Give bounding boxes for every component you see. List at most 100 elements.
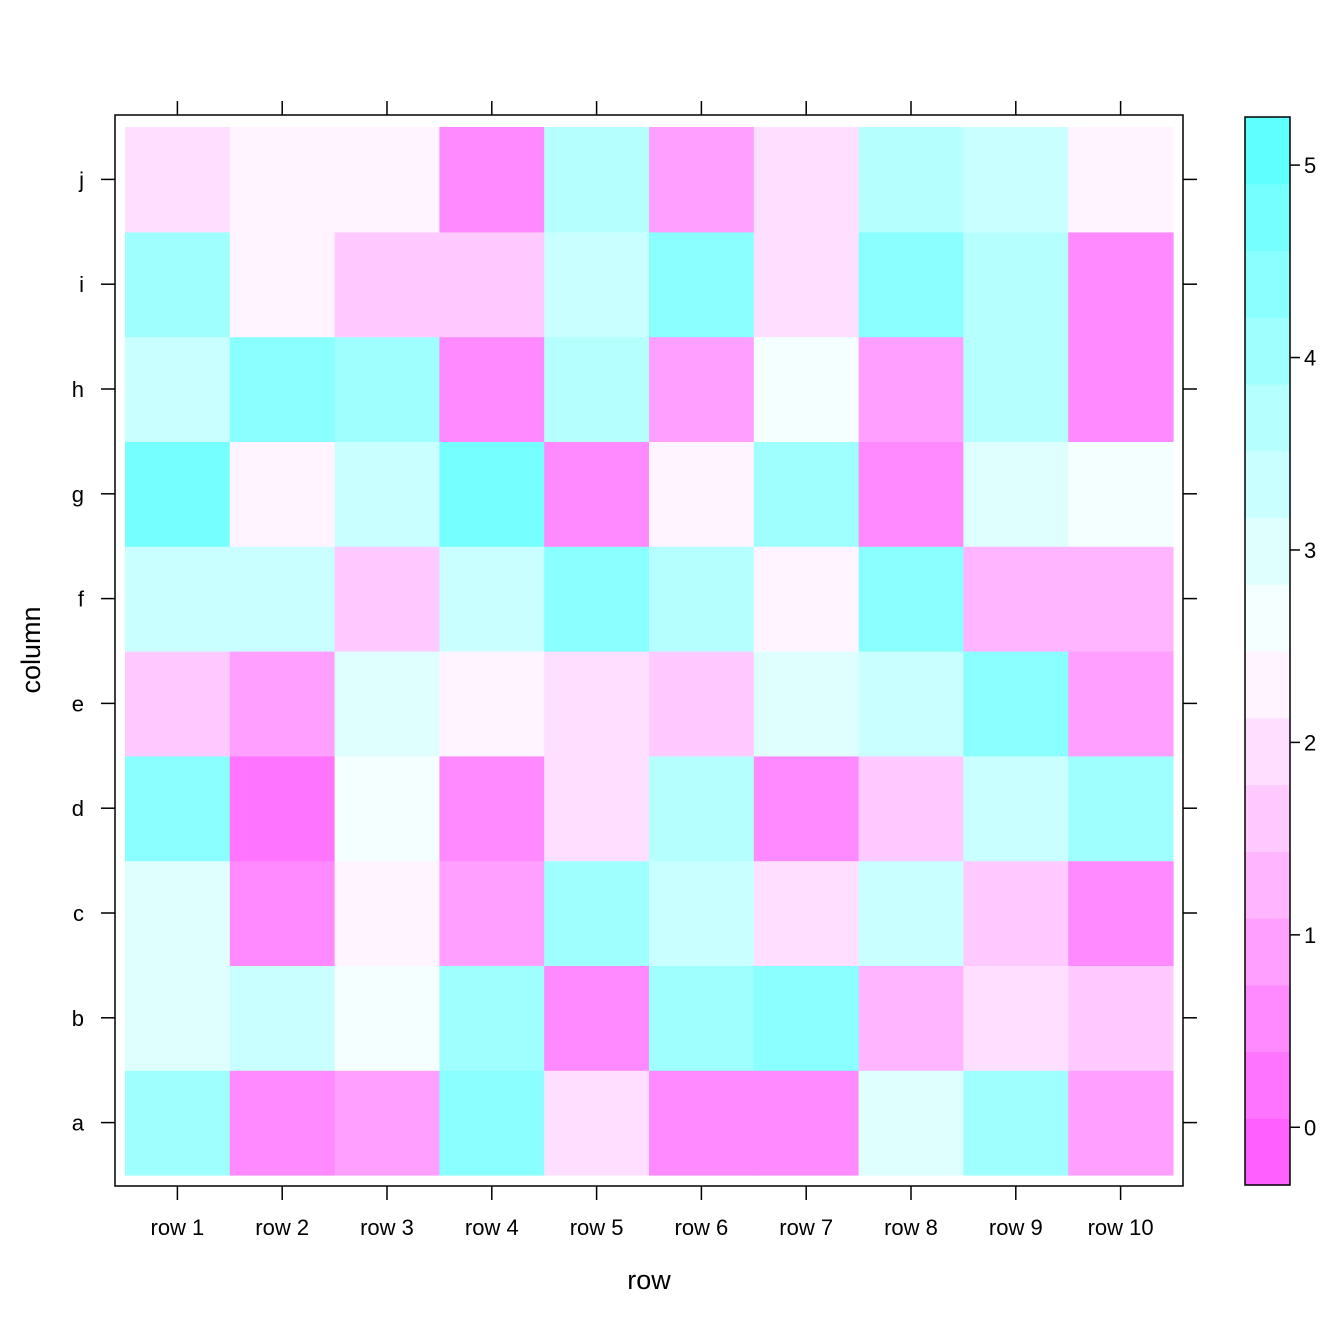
heatmap-cell	[963, 441, 1069, 547]
heatmap-cell	[753, 965, 860, 1071]
heatmap-cell	[753, 441, 860, 547]
colorbar-swatch	[1245, 317, 1290, 385]
colorbar-tick-label: 5	[1304, 153, 1316, 178]
heatmap-cell	[125, 127, 231, 233]
heatmap-cell	[1068, 336, 1174, 442]
heatmap-cell	[1068, 231, 1174, 338]
heatmap-cell	[858, 1070, 964, 1176]
y-tick-label: e	[72, 691, 84, 716]
y-tick-label: c	[73, 901, 84, 926]
heatmap-cell	[125, 651, 231, 757]
heatmap-cell	[963, 755, 1069, 862]
heatmap-cells	[125, 127, 1174, 1176]
heatmap-cell	[1068, 127, 1174, 233]
heatmap-cell	[334, 127, 440, 233]
heatmap-cell	[544, 441, 650, 547]
heatmap-cell	[439, 651, 545, 757]
heatmap-cell	[858, 441, 964, 547]
colorbar-swatch	[1245, 851, 1290, 919]
heatmap-cell	[1068, 965, 1174, 1071]
x-axis: row 1 row 2 row 3 row 4 row 5 row 6 row 7 row 8…	[151, 101, 1154, 1240]
colorbar-tick-label: 0	[1304, 1115, 1316, 1140]
heatmap-cell	[649, 231, 755, 338]
y-tick-label: f	[78, 587, 85, 612]
heatmap-cell	[125, 441, 231, 547]
heatmap-cell	[858, 127, 964, 233]
x-axis-title: row	[627, 1265, 671, 1295]
heatmap-cell	[334, 651, 440, 757]
heatmap-cell	[229, 441, 336, 547]
heatmap-cell	[229, 336, 336, 442]
heatmap-cell	[649, 127, 755, 233]
heatmap-cell	[963, 860, 1069, 966]
heatmap-cell	[963, 1070, 1069, 1176]
heatmap-cell	[544, 546, 650, 652]
heatmap-cell	[753, 546, 860, 652]
x-tick-label: row 3	[360, 1215, 414, 1240]
heatmap-cell	[544, 231, 650, 338]
heatmap-cell	[649, 546, 755, 652]
y-tick-label: b	[72, 1006, 84, 1031]
colorbar-swatch	[1245, 918, 1290, 986]
heatmap-cell	[858, 965, 964, 1071]
heatmap-cell	[963, 651, 1069, 757]
colorbar-frame	[1244, 116, 1291, 1186]
heatmap-cell	[334, 755, 440, 862]
heatmap-cell	[858, 755, 964, 862]
heatmap-cell	[963, 965, 1069, 1071]
y-tick-label: a	[72, 1111, 85, 1136]
heatmap-cell	[229, 965, 336, 1071]
heatmap-cell	[439, 755, 545, 862]
heatmap-cell	[125, 755, 231, 862]
colorbar-tick-label: 1	[1304, 923, 1316, 948]
heatmap-cell	[649, 651, 755, 757]
x-tick-label: row 9	[989, 1215, 1043, 1240]
x-tick-label: row 6	[675, 1215, 729, 1240]
x-tick-label: row 1	[151, 1215, 205, 1240]
x-tick-label: row 4	[465, 1215, 519, 1240]
heatmap-cell	[229, 755, 336, 862]
heatmap-cell	[753, 127, 860, 233]
heatmap-cell	[334, 336, 440, 442]
heatmap-cell	[649, 1070, 755, 1176]
colorbar-swatch	[1245, 784, 1290, 852]
heatmap-cell	[334, 231, 440, 338]
colorbar-tick-label: 3	[1304, 538, 1316, 563]
heatmap-cell	[439, 965, 545, 1071]
heatmap-cell	[1068, 1070, 1174, 1176]
y-tick-label: d	[72, 796, 84, 821]
heatmap-cell	[544, 127, 650, 233]
heatmap-cell	[649, 755, 755, 862]
heatmap-cell	[229, 546, 336, 652]
heatmap-cell	[649, 965, 755, 1071]
heatmap-cell	[858, 231, 964, 338]
heatmap-cell	[858, 546, 964, 652]
heatmap-cell	[439, 441, 545, 547]
y-axis: a b c d e f g h i j	[72, 167, 1197, 1136]
heatmap-cell	[753, 231, 860, 338]
colorbar-swatch	[1245, 651, 1290, 719]
heatmap-cell	[229, 231, 336, 338]
heatmap-cell	[963, 127, 1069, 233]
colorbar-swatch	[1245, 250, 1290, 318]
heatmap-cell	[1068, 860, 1174, 966]
heatmap-cell	[963, 546, 1069, 652]
colorbar-swatch	[1245, 117, 1290, 185]
heatmap-cell	[753, 336, 860, 442]
x-tick-label: row 7	[779, 1215, 833, 1240]
colorbar-swatch	[1245, 384, 1290, 452]
heatmap-cell	[334, 1070, 440, 1176]
heatmap-cell	[334, 546, 440, 652]
heatmap-cell	[334, 441, 440, 547]
heatmap-cell	[439, 860, 545, 966]
y-tick-label: h	[72, 377, 84, 402]
heatmap-cell	[753, 860, 860, 966]
heatmap-cell	[963, 231, 1069, 338]
colorbar-legend: 0 1 2 3 4 5	[1244, 116, 1316, 1186]
heatmap-cell	[753, 1070, 860, 1176]
y-tick-label: g	[72, 482, 84, 507]
colorbar-swatch	[1245, 1051, 1290, 1119]
heatmap-cell	[1068, 441, 1174, 547]
heatmap-cell	[1068, 651, 1174, 757]
heatmap-cell	[544, 965, 650, 1071]
